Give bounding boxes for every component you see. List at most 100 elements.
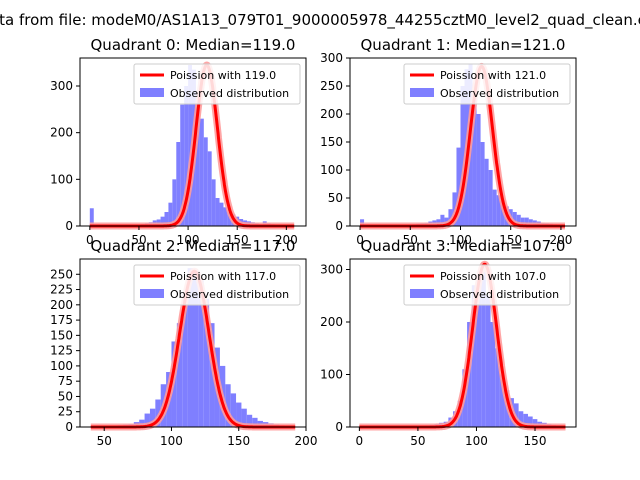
histogram-bar <box>176 323 183 427</box>
x-tick-label: 100 <box>465 434 488 448</box>
histogram-bar <box>207 151 212 226</box>
x-tick-label: 0 <box>356 434 364 448</box>
histogram-bar <box>168 202 173 226</box>
axes-frame <box>79 258 307 428</box>
y-tick-label: 200 <box>320 107 343 121</box>
histogram-bar <box>440 214 445 226</box>
histogram-bar <box>520 217 525 226</box>
histogram-bar <box>211 179 216 226</box>
histogram-bar <box>155 399 161 427</box>
y-tick-label: 0 <box>65 219 73 233</box>
histogram-bar <box>471 285 477 427</box>
x-tick-label: 150 <box>226 233 249 247</box>
x-tick-label: 0 <box>86 233 94 247</box>
histogram-bar <box>180 104 185 226</box>
y-tick-label: 50 <box>58 389 73 403</box>
histogram-bar <box>476 274 482 427</box>
histogram-bar <box>219 202 224 226</box>
y-tick-label: 150 <box>50 328 73 342</box>
legend-observed-swatch <box>140 289 164 298</box>
histogram-bar <box>485 295 491 427</box>
histogram-bar <box>518 411 524 427</box>
y-tick-label: 0 <box>335 219 343 233</box>
x-tick-label: 50 <box>97 434 112 448</box>
histogram-bar <box>89 208 94 226</box>
histogram-bar <box>199 118 204 226</box>
histogram-bar <box>496 195 501 226</box>
histogram-bar <box>472 91 477 226</box>
panel-title: Quadrant 0: Median=119.0 <box>91 36 296 54</box>
histogram-bar <box>236 402 242 427</box>
histogram-bar <box>198 280 204 427</box>
y-tick-label: 100 <box>320 163 343 177</box>
histogram-bar <box>492 189 497 226</box>
y-tick-label: 50 <box>328 191 343 205</box>
x-tick-label: 50 <box>131 233 146 247</box>
y-tick-label: 300 <box>320 51 343 65</box>
y-tick-label: 100 <box>320 368 343 382</box>
legend-box <box>133 264 301 306</box>
quadrant-panel-0: Quadrant 0: Median=119.0 0 50 100 150 200 0 100… <box>50 36 307 247</box>
histogram-bar <box>225 384 231 427</box>
histogram-bar <box>144 413 150 427</box>
histogram-bar <box>512 212 517 226</box>
histogram-bar <box>241 408 247 427</box>
histogram-bar <box>182 292 188 427</box>
y-tick-label: 25 <box>58 405 73 419</box>
histogram-bar <box>184 86 189 226</box>
legend-observed-swatch <box>140 88 164 97</box>
axes-frame <box>79 57 307 227</box>
histogram-bar <box>495 348 500 427</box>
histogram-bar <box>176 142 181 226</box>
x-tick-label: 0 <box>356 233 364 247</box>
legend-poisson-label: Poission with 117.0 <box>170 270 276 283</box>
x-tick-label: 200 <box>549 233 572 247</box>
y-tick-label: 300 <box>320 263 343 277</box>
histogram-bar <box>524 217 529 226</box>
axes-frame <box>349 258 577 428</box>
legend-box <box>403 264 571 306</box>
histogram-bar <box>532 419 538 427</box>
x-tick-label: 50 <box>403 233 418 247</box>
histogram-bar <box>523 413 528 427</box>
legend-poisson-label: Poission with 119.0 <box>170 69 276 82</box>
legend-observed-swatch <box>410 88 434 97</box>
y-tick-label: 300 <box>50 79 73 93</box>
histogram-bar <box>187 268 193 427</box>
histogram-bar <box>448 209 453 226</box>
legend-poisson-label: Poission with 121.0 <box>440 69 546 82</box>
y-tick-label: 125 <box>50 344 73 358</box>
histogram-bar <box>484 158 489 226</box>
histogram-bar <box>490 322 496 427</box>
legend-observed-label: Observed distribution <box>170 288 289 301</box>
legend-box <box>133 63 301 105</box>
histogram-bar <box>481 264 486 427</box>
histogram-bar <box>460 86 465 226</box>
y-tick-label: 0 <box>65 420 73 434</box>
x-tick-label: 150 <box>227 434 250 448</box>
histogram-bar <box>215 198 220 226</box>
y-tick-label: 100 <box>50 172 73 186</box>
histogram-bar <box>223 207 228 226</box>
histogram-bar <box>227 212 232 226</box>
y-tick-label: 200 <box>320 315 343 329</box>
y-tick-label: 0 <box>335 420 343 434</box>
histogram-bar <box>149 408 156 427</box>
figure-suptitle: Data from file: modeM0/AS1A13_079T01_900… <box>0 11 640 30</box>
x-tick-label: 200 <box>275 233 298 247</box>
y-tick-label: 75 <box>58 374 73 388</box>
histogram-bar <box>203 137 208 226</box>
panels: Quadrant 0: Median=119.0 0 50 100 150 200 0 100… <box>50 36 577 448</box>
histogram-bar <box>246 414 253 427</box>
y-tick-label: 175 <box>50 313 73 327</box>
histogram-bar <box>195 90 200 227</box>
legend-observed-label: Observed distribution <box>170 87 289 100</box>
histogram-bar <box>203 298 210 427</box>
histogram-bar <box>500 200 505 226</box>
histogram-bar <box>452 192 457 226</box>
panel-title: Quadrant 3: Median=107.0 <box>361 237 566 255</box>
histogram-bar <box>209 323 215 427</box>
histogram-bar <box>488 170 493 226</box>
x-tick-label: 200 <box>295 434 318 448</box>
